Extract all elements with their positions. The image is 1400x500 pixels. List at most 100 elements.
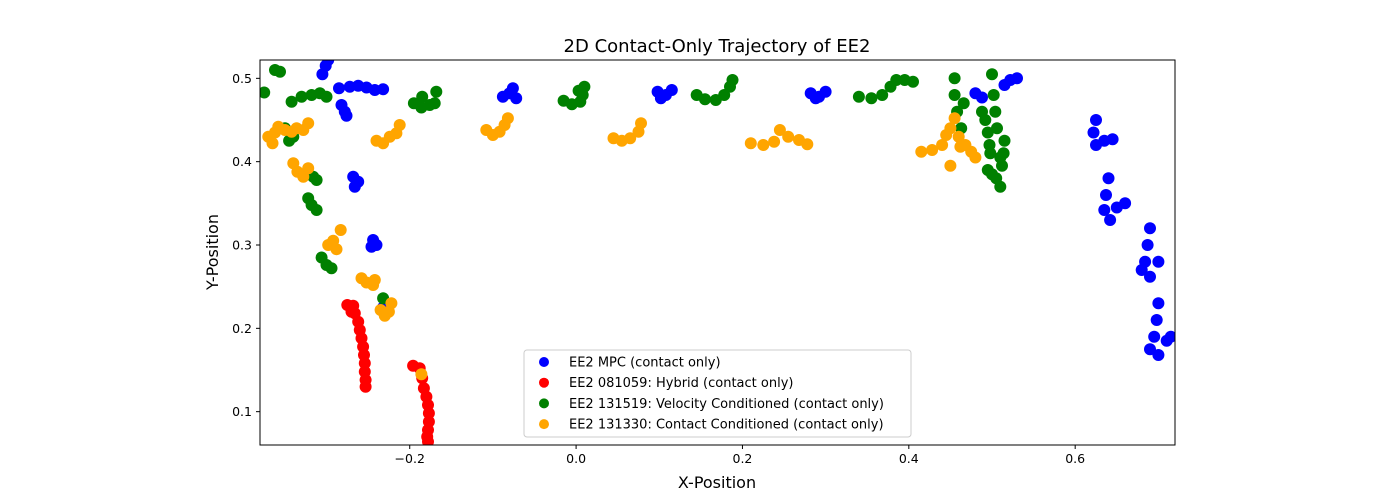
series-0-point-55 [1150,314,1163,326]
series-1-point-23 [422,435,434,445]
series-0-point-43 [1100,189,1112,201]
series-1-point-8 [358,357,371,370]
y-tick-label: 0.4 [232,154,252,169]
series-2-point-4 [295,90,308,103]
series-3-point-58 [944,159,957,172]
series-0-point-58 [1152,349,1165,361]
series-2-point-51 [979,114,992,126]
series-2-point-0 [260,86,271,99]
series-3-point-54 [952,130,965,143]
series-0-point-27 [654,92,667,105]
series-0-point-8 [377,83,390,96]
series-3-point-38 [624,132,637,145]
chart-title: 2D Contact-Only Trajectory of EE2 [564,36,871,57]
series-3-point-57 [969,151,982,164]
series-0-point-30 [819,85,832,98]
series-3-point-59 [954,140,967,153]
series-2-point-23 [428,97,441,110]
series-1-point-12 [345,305,358,318]
series-0-point-22 [496,90,509,103]
legend-label-3: EE2 131330: Contact Conditioned (contact… [569,418,884,433]
legend-marker-1 [539,377,549,388]
series-0-point-36 [1011,72,1023,85]
series-3-point-15 [330,243,343,256]
series-0-point-41 [1106,133,1119,146]
series-2-point-3 [285,95,298,108]
series-2-point-45 [948,72,961,85]
series-2-point-44 [907,75,919,88]
series-0-point-57 [1144,343,1156,356]
y-axis-ticks: 0.1 0.2 0.3 0.4 0.5 [232,71,260,419]
x-tick-label: 0.4 [899,451,919,466]
series-3-point-12 [302,162,315,175]
y-tick-label: 0.3 [232,238,252,253]
series-2-point-33 [699,93,711,106]
legend-label-0: EE2 MPC (contact only) [569,356,721,371]
series-2-point-58 [991,122,1003,135]
series-3-point-43 [768,135,781,148]
series-1-point-11 [359,380,372,393]
series-0-point-44 [1098,204,1111,216]
series-3-point-35 [501,112,514,125]
series-2-point-49 [957,97,970,110]
series-0-point-52 [1144,270,1156,283]
series-0-point-49 [1141,239,1154,251]
series-0-point-60 [1164,330,1175,343]
series-2-point-42 [890,74,903,86]
series-0-point-53 [1152,255,1165,268]
legend-marker-0 [539,357,549,367]
legend: EE2 MPC (contact only) EE2 081059: Hybrid… [523,349,912,438]
x-tick-label: −0.2 [395,451,425,466]
y-tick-label: 0.1 [232,404,252,419]
series-0-point-45 [1104,214,1117,226]
series-0-point-14 [348,180,361,193]
legend-label-2: EE2 131519: Velocity Conditioned (contac… [569,397,884,412]
series-2-point-66 [994,151,1007,164]
legend-marker-3 [539,419,549,430]
series-2-point-25 [416,90,429,103]
series-0-point-21 [510,92,523,105]
series-0-point-42 [1102,172,1115,185]
series-3-point-40 [635,117,647,130]
series-2-point-12 [310,174,323,186]
series-3-point-1 [266,137,279,150]
series-3-point-52 [944,122,957,135]
series-2-point-15 [310,204,323,216]
series-2-point-55 [986,68,998,81]
series-3-point-16 [334,224,347,236]
series-2-point-39 [865,92,878,105]
series-1-point-19 [422,407,435,420]
series-0-point-31 [809,92,822,105]
series-0-point-54 [1152,297,1165,310]
plot-frame [259,59,1176,446]
legend-label-1: EE2 081059: Hybrid (contact only) [569,376,793,391]
series-2-point-57 [989,105,1002,118]
y-tick-label: 0.2 [232,321,252,336]
series-0-point-56 [1148,330,1161,343]
series-2-point-52 [981,126,994,139]
scatter-points [260,60,1175,445]
series-0-point-23 [506,82,519,95]
series-0-point-47 [1119,197,1132,210]
series-3-point-42 [757,139,770,151]
series-0-point-17 [365,240,378,253]
series-2-point-2 [274,65,286,78]
series-0-point-33 [976,91,988,104]
series-2-point-65 [998,134,1011,147]
legend-box [523,349,912,438]
series-2-point-54 [984,147,997,160]
series-2-point-24 [430,85,443,98]
series-3-point-50 [936,139,949,151]
series-2-point-18 [325,262,338,275]
series-2-point-62 [994,180,1007,193]
x-tick-label: 0.0 [566,451,586,466]
series-3-point-53 [948,112,961,125]
x-tick-label: 0.2 [733,451,753,466]
x-tick-label: 0.6 [1065,451,1085,466]
series-0-point-2 [322,60,335,66]
series-0-point-3 [333,82,345,95]
series-3-point-25 [415,368,428,381]
series-0-point-26 [665,84,678,96]
series-2-point-7 [320,90,333,103]
